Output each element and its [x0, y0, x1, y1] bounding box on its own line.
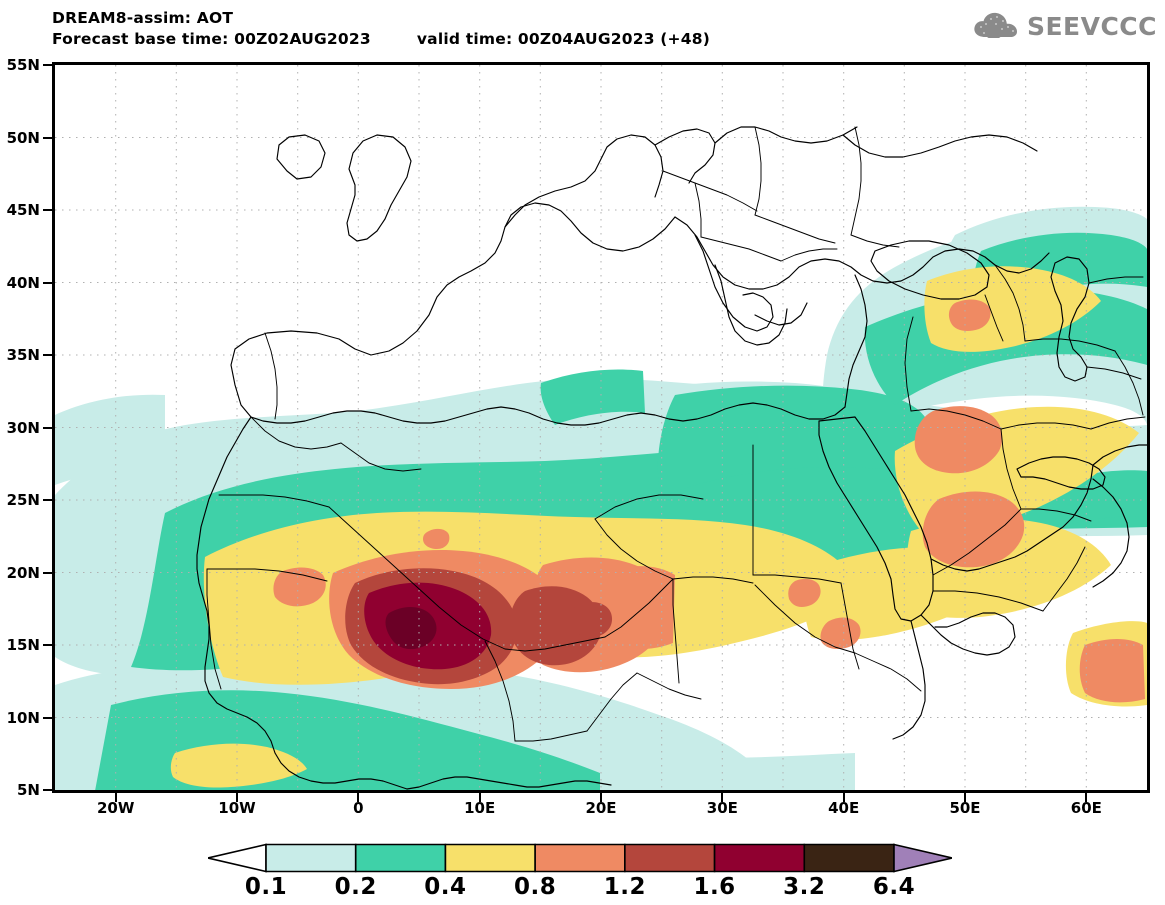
map-gridlines — [55, 65, 1147, 790]
model-title: DREAM8-assim: AOT — [52, 9, 234, 27]
y-tick-label: 55N — [6, 56, 40, 74]
y-tick-label: 25N — [6, 491, 40, 509]
x-tick-label: 10E — [464, 799, 496, 817]
x-tick-mark — [114, 793, 117, 802]
colorbar-segment — [624, 843, 716, 873]
y-tick-mark — [43, 281, 52, 284]
y-tick-label: 30N — [6, 418, 40, 437]
colorbar-tick-label: 6.4 — [872, 874, 916, 900]
y-tick-label: 5N — [17, 781, 40, 799]
colorbar-tick-label: 0.2 — [334, 874, 377, 900]
x-tick-label: 10W — [218, 799, 256, 817]
colorbar-over-arrow — [893, 843, 952, 873]
colorbar-segment — [803, 843, 895, 873]
y-tick-mark — [43, 789, 52, 791]
x-tick-mark — [842, 793, 845, 802]
x-tick-label: 50E — [949, 799, 981, 817]
contour-band-3.2 — [385, 607, 437, 650]
x-tick-label: 30E — [706, 799, 738, 817]
y-tick-mark — [43, 571, 52, 574]
map-coastlines — [196, 126, 1147, 790]
colorbar-segment — [354, 843, 447, 873]
x-tick-label: 60E — [1070, 799, 1102, 817]
y-tick-mark — [43, 644, 52, 646]
x-tick-mark — [600, 793, 602, 802]
colorbar-under-arrow — [208, 843, 267, 873]
chart-header: DREAM8-assim: AOT Forecast base time: 00… — [0, 0, 1165, 62]
colorbar — [208, 843, 952, 873]
x-tick-mark — [236, 793, 238, 802]
y-tick-mark — [43, 426, 52, 429]
x-tick-label: 20W — [96, 799, 135, 817]
title-block: DREAM8-assim: AOT Forecast base time: 00… — [52, 8, 710, 50]
y-tick-label: 35N — [6, 346, 40, 364]
x-tick-label: 0 — [353, 799, 364, 817]
x-tick-mark — [357, 793, 360, 802]
map-canvas — [55, 65, 1147, 790]
y-tick-mark — [43, 354, 52, 356]
aot-contour-map — [55, 65, 1147, 790]
seevccc-logo: SEEVCCC — [972, 10, 1157, 42]
colorbar-tick-label: 0.4 — [424, 874, 467, 900]
y-tick-label: 15N — [6, 636, 40, 654]
y-tick-label: 40N — [6, 273, 40, 292]
logo-text: SEEVCCC — [1026, 11, 1157, 41]
time-title-row: Forecast base time: 00Z02AUG2023 valid t… — [52, 29, 710, 50]
colorbar-swatches — [208, 843, 952, 873]
colorbar-segment — [444, 843, 536, 873]
x-tick-mark — [1085, 793, 1088, 802]
y-tick-label: 45N — [6, 201, 40, 219]
y-tick-label: 10N — [6, 708, 40, 727]
colorbar-segment — [534, 843, 626, 873]
y-tick-label: 20N — [6, 563, 40, 582]
x-tick-mark — [721, 793, 724, 802]
map-plot-area — [52, 62, 1150, 793]
y-tick-mark — [43, 136, 52, 139]
valid-time-label: valid time: 00Z04AUG2023 (+48) — [416, 30, 711, 48]
cloud-icon — [974, 12, 1017, 38]
x-tick-mark — [478, 793, 481, 802]
colorbar-tick-label: 3.2 — [783, 874, 826, 900]
y-tick-mark — [43, 209, 52, 211]
y-tick-mark — [43, 499, 52, 501]
colorbar-tick-label: 1.6 — [693, 874, 736, 900]
x-tick-label: 40E — [828, 799, 860, 817]
colorbar-segment — [265, 843, 357, 873]
colorbar-segment — [713, 843, 806, 873]
x-tick-label: 20E — [585, 799, 617, 817]
y-tick-label: 50N — [6, 128, 40, 147]
x-tick-mark — [964, 793, 966, 802]
colorbar-tick-label: 1.2 — [603, 874, 646, 900]
base-time-label: Forecast base time: 00Z02AUG2023 — [52, 30, 371, 48]
y-axis: 5N 10N 15N 20N 25N 30N 35N 40N 45N 50N 55N — [0, 0, 52, 905]
y-tick-mark — [43, 64, 52, 66]
colorbar-tick-label: 0.1 — [244, 874, 288, 900]
y-tick-mark — [43, 716, 52, 719]
colorbar-tick-label: 0.8 — [514, 874, 557, 900]
colorbar-ticklabels: 0.1 0.2 0.4 0.8 1.2 1.6 3.2 6.4 — [208, 874, 952, 902]
